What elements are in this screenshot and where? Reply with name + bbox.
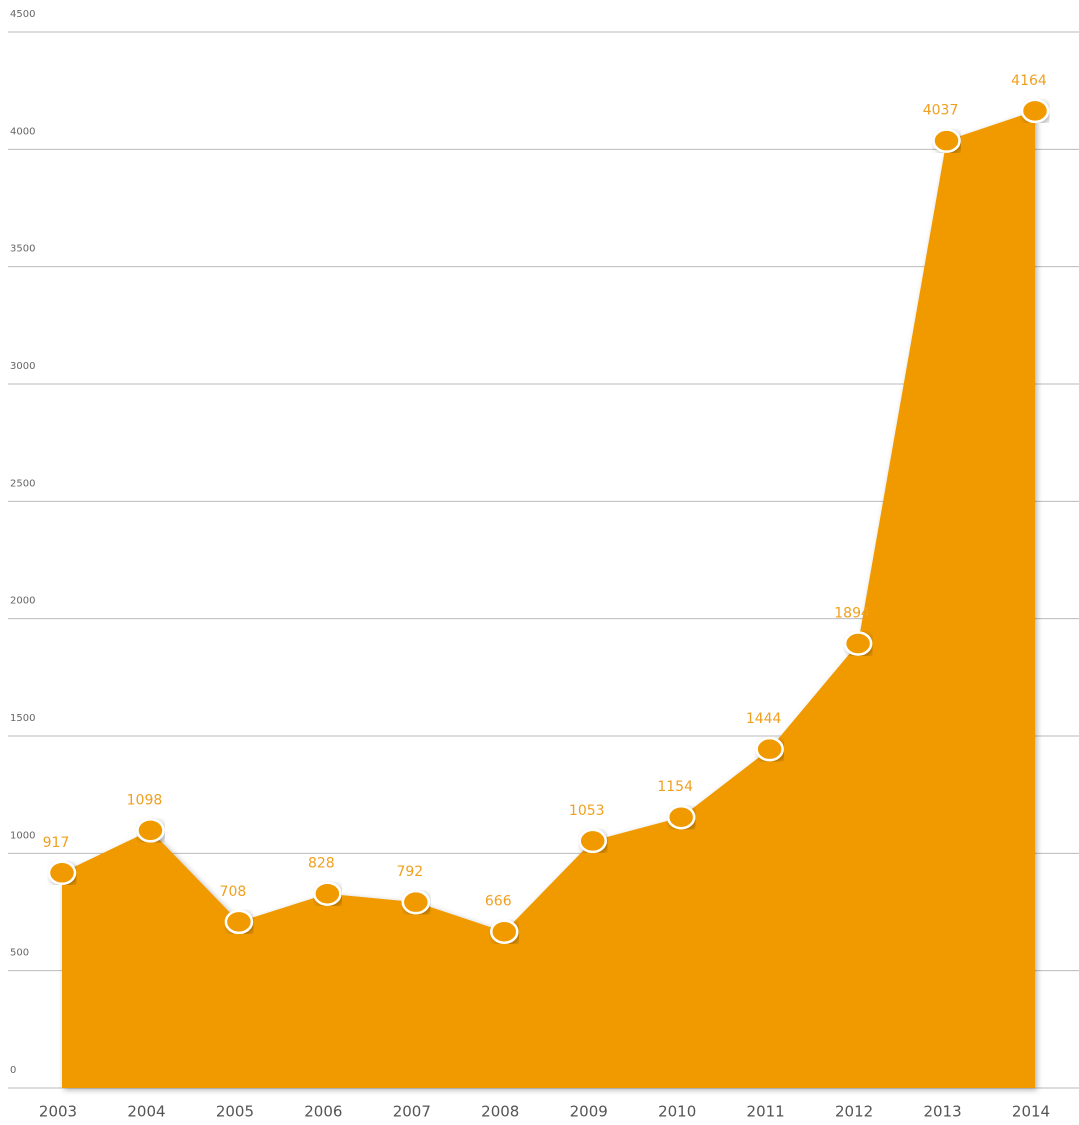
x-tick-label: 2009 <box>570 1103 608 1121</box>
x-tick-label: 2006 <box>304 1103 342 1121</box>
marker <box>313 881 342 906</box>
marker <box>136 818 165 843</box>
value-label: 1053 <box>569 803 605 819</box>
marker <box>1020 98 1050 124</box>
marker <box>843 631 873 656</box>
x-tick-label: 2004 <box>127 1103 165 1121</box>
x-tick-label: 2008 <box>481 1103 519 1121</box>
x-tick-label: 2003 <box>39 1103 77 1121</box>
x-tick-label: 2007 <box>393 1103 431 1121</box>
marker <box>578 828 607 854</box>
y-tick-label: 1500 <box>10 713 35 724</box>
x-tick-label: 2012 <box>835 1103 873 1121</box>
marker <box>666 804 696 830</box>
value-label: 1154 <box>657 779 693 795</box>
value-label: 1098 <box>127 792 163 808</box>
y-tick-label: 2500 <box>10 478 35 489</box>
y-tick-label: 4500 <box>10 9 35 20</box>
marker <box>224 909 254 935</box>
value-label: 792 <box>396 864 423 880</box>
value-label: 666 <box>485 894 512 910</box>
marker <box>755 736 784 762</box>
y-tick-label: 4000 <box>10 126 35 137</box>
area <box>62 110 1035 1088</box>
y-tick-label: 3000 <box>10 361 35 372</box>
value-label: 917 <box>43 835 70 851</box>
marker <box>490 919 519 944</box>
x-tick-label: 2010 <box>658 1103 696 1121</box>
x-tick-label: 2005 <box>216 1103 254 1121</box>
y-tick-label: 3500 <box>10 244 35 255</box>
value-label: 708 <box>220 884 247 900</box>
value-label: 4037 <box>923 103 959 119</box>
value-label: 1894 <box>834 606 870 622</box>
x-tick-label: 2014 <box>1012 1103 1050 1121</box>
marker <box>47 860 77 886</box>
y-tick-label: 2000 <box>10 596 35 607</box>
x-tick-label: 2011 <box>747 1103 785 1121</box>
x-tick-label: 2013 <box>923 1103 961 1121</box>
value-label: 4164 <box>1011 73 1047 89</box>
y-tick-label: 500 <box>10 948 29 959</box>
y-tick-label: 1000 <box>10 830 35 841</box>
marker <box>932 128 961 153</box>
y-tick-label: 0 <box>10 1065 16 1076</box>
marker <box>401 889 431 915</box>
value-label: 1444 <box>746 711 782 727</box>
value-label: 828 <box>308 856 335 872</box>
